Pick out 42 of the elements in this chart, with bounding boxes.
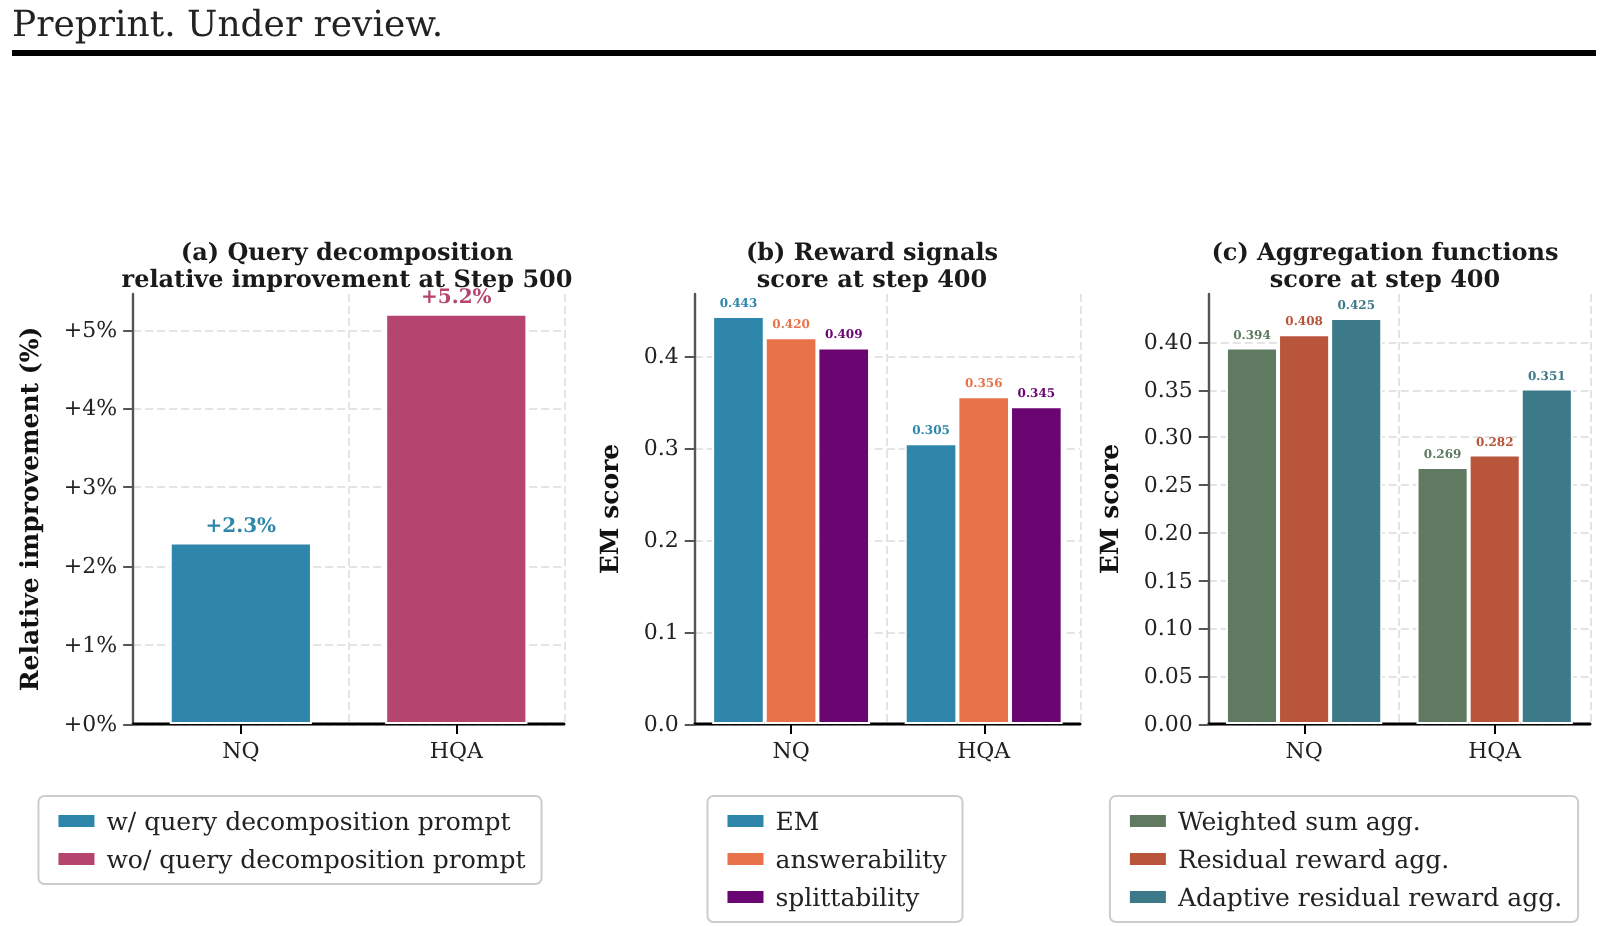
x-tick-label: HQA <box>1468 738 1524 764</box>
y-tick-label: 0.15 <box>1143 567 1193 594</box>
y-tick-label: 0.10 <box>1143 615 1193 642</box>
chart-title: (c) Aggregation functions score at step 400 <box>1211 237 1560 293</box>
y-tick-label: 0.0 <box>643 711 679 737</box>
legend-label: EM <box>775 806 820 836</box>
y-tick-label: 0.2 <box>643 526 679 553</box>
x-tick-label: NQ <box>772 738 810 764</box>
text: Preprint. Under review. <box>12 4 1596 56</box>
y-tick-label: 0.3 <box>643 434 679 461</box>
y-tick-label: +2% <box>63 553 118 580</box>
y-tick-label: 0.05 <box>1143 663 1193 690</box>
legend-label: wo/ query decomposition prompt <box>106 844 526 874</box>
y-tick-label: 0.30 <box>1143 424 1193 451</box>
y-tick-label: +1% <box>63 632 118 659</box>
chart-title: (b) Reward signals score at step 400 <box>745 237 999 293</box>
x-tick-label: NQ <box>222 738 260 764</box>
legend-label: splittability <box>775 882 922 912</box>
legend-label: Weighted sum agg. <box>1177 806 1421 836</box>
y-tick-label: +5% <box>63 316 118 343</box>
y-axis-title: EM score <box>1094 443 1124 575</box>
y-tick-label: +4% <box>63 395 118 422</box>
y-tick-label: 0.00 <box>1143 711 1193 737</box>
y-tick-label: 0.25 <box>1143 472 1193 499</box>
legend-label: answerability <box>775 844 949 874</box>
x-tick-label: HQA <box>957 738 1013 764</box>
y-tick-label: +0% <box>63 711 118 737</box>
x-tick-label: NQ <box>1285 738 1323 764</box>
data-label: +5.2% <box>421 286 493 309</box>
y-tick-label: 0.35 <box>1143 376 1193 403</box>
legend-label: Residual reward agg. <box>1177 844 1450 874</box>
y-tick-label: 0.40 <box>1143 328 1193 355</box>
x-tick-label: HQA <box>429 738 485 764</box>
legend-label: Adaptive residual reward agg. <box>1175 882 1563 912</box>
data-label: +2.3% <box>205 515 278 538</box>
y-tick-label: 0.4 <box>643 342 679 369</box>
y-axis-title: Relative improvement (%) <box>14 326 44 692</box>
y-tick-label: 0.20 <box>1143 519 1193 546</box>
legend-label: w/ query decomposition prompt <box>106 806 511 836</box>
y-tick-label: +3% <box>63 474 118 501</box>
y-axis-title: EM score <box>594 443 624 575</box>
y-tick-label: 0.1 <box>643 618 679 645</box>
